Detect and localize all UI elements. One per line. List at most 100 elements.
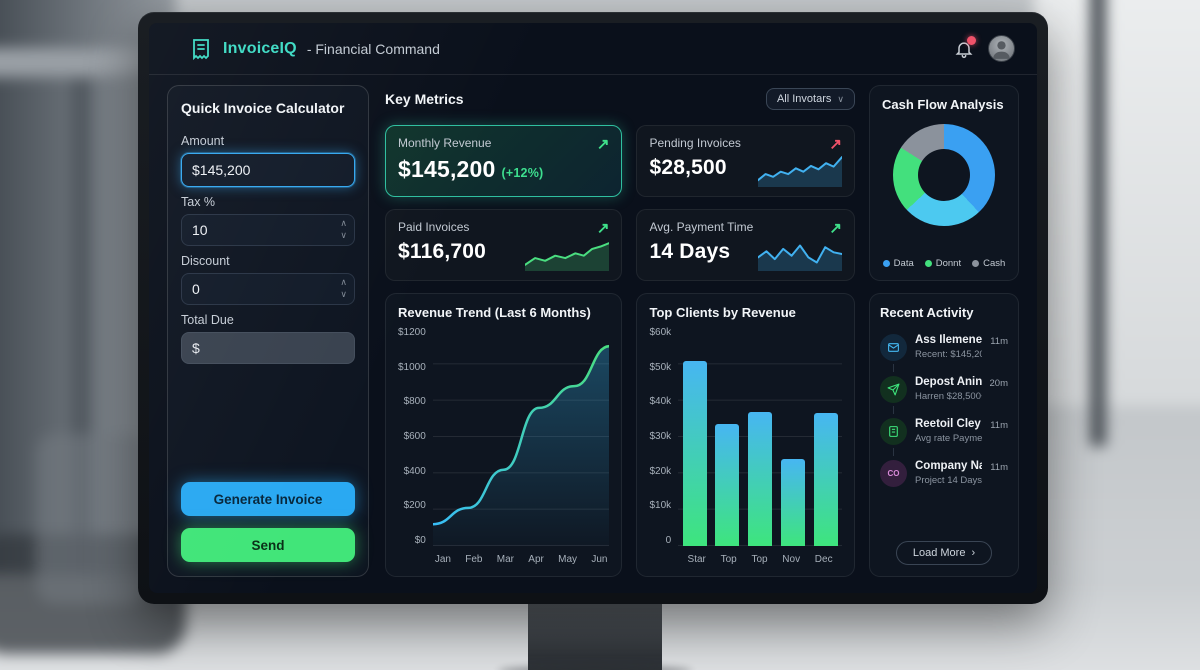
sparkline-chart	[757, 153, 842, 187]
generate-invoice-button[interactable]: Generate Invoice	[181, 482, 355, 516]
top-clients-chart: $60k $50k $40k $30k $20k $10k 0 Star Top Top Nov D…	[649, 328, 842, 565]
activity-row[interactable]: Ass Ilemene Recent: $145,200 11m	[879, 328, 1008, 372]
metric-delta: (+12%)	[501, 166, 544, 180]
quick-invoice-calculator-panel: Quick Invoice Calculator Amount Tax % ∧ …	[167, 85, 369, 577]
activity-text: Ass Ilemene Recent: $145,200	[915, 334, 982, 361]
axis-tick-label: Top	[720, 554, 737, 565]
stepper-down-icon[interactable]: ∨	[340, 229, 347, 240]
metric-value: $145,200 (+12%)	[398, 156, 544, 182]
activity-title: Ass Ilemene	[914, 334, 983, 346]
discount-stepper-arrows[interactable]: ∧ ∨	[340, 276, 347, 300]
axis-tick-label: Apr	[528, 554, 544, 565]
tax-input[interactable]	[181, 214, 355, 246]
app-subtitle: - Financial Command	[306, 40, 440, 57]
invoice-filter-dropdown[interactable]: All Invotars ∨	[765, 88, 855, 110]
background-window-frame	[1090, 0, 1106, 446]
send-button[interactable]: Send	[181, 528, 355, 562]
cash-flow-analysis-panel: Cash Flow Analysis Data Donnt Cash	[868, 85, 1019, 281]
filter-label: All Invotars	[776, 93, 832, 105]
top-clients-title: Top Clients by Revenue	[649, 305, 796, 320]
monthly-revenue-card[interactable]: Monthly Revenue $145,200 (+12%) ↗	[385, 125, 623, 197]
x-axis: Star Top Top Nov Dec	[678, 549, 842, 565]
sparkline-chart	[757, 237, 842, 271]
metric-label: Monthly Revenue	[398, 136, 492, 150]
axis-tick-label: $1200	[398, 327, 426, 338]
stepper-up-icon[interactable]: ∧	[340, 276, 347, 287]
bar	[715, 424, 740, 546]
load-more-button[interactable]: Load More ›	[895, 541, 993, 565]
invoice-receipt-logo-icon	[189, 37, 213, 61]
axis-tick-label: $600	[403, 430, 426, 442]
axis-tick-label: $40k	[649, 396, 672, 408]
top-clients-panel: Top Clients by Revenue $60k $50k $40k $30k $…	[636, 293, 855, 577]
axis-tick-label: Jun	[591, 554, 608, 565]
activity-row[interactable]: CO Company Name Project 14 Days 11m	[879, 454, 1008, 496]
axis-tick-label: 0	[665, 534, 672, 546]
legend-dot-icon	[924, 260, 932, 267]
legend-item: Donnt	[924, 258, 961, 269]
top-clients-bars	[678, 328, 842, 546]
key-metrics-title: Key Metrics	[385, 91, 464, 107]
recent-activity-panel: Recent Activity Ass Ilemene Recent: $145…	[868, 293, 1019, 577]
stepper-down-icon[interactable]: ∨	[340, 288, 347, 299]
app-name: InvoiceIQ	[223, 39, 297, 57]
background-window-right	[1034, 0, 1200, 406]
axis-tick-label: Top	[751, 554, 768, 565]
key-metrics-header: Key Metrics All Invotars ∨	[385, 85, 855, 113]
calculator-buttons: Generate Invoice Send	[181, 468, 355, 562]
axis-tick-label: Nov	[782, 554, 801, 565]
calculator-title: Quick Invoice Calculator	[181, 100, 345, 116]
axis-tick-label: Dec	[814, 554, 833, 565]
envelope-icon	[879, 334, 907, 361]
pending-invoices-card[interactable]: Pending Invoices $28,500 ↗	[636, 125, 855, 197]
activity-title: Reetoil Cley	[914, 418, 981, 430]
bar	[813, 413, 838, 546]
activity-row[interactable]: Reetoil Cley Avg rate Paymen... 11m	[879, 412, 1008, 456]
avg-payment-time-card[interactable]: Avg. Payment Time 14 Days ↗	[636, 209, 855, 281]
total-due-input[interactable]	[181, 332, 355, 364]
axis-tick-label: May	[558, 554, 578, 565]
activity-timestamp: 20m	[989, 378, 1008, 389]
bar	[682, 360, 707, 546]
activity-text: Reetoil Cley Avg rate Paymen...	[915, 418, 982, 445]
metric-label: Pending Invoices	[649, 136, 741, 150]
metric-value: $116,700	[398, 240, 487, 263]
amount-label: Amount	[181, 134, 225, 148]
discount-input[interactable]	[181, 273, 355, 305]
y-axis: $1200 $1000 $800 $600 $400 $200 $0	[398, 328, 426, 546]
tax-stepper: ∧ ∨	[181, 214, 355, 246]
cash-flow-title: Cash Flow Analysis	[881, 97, 1004, 112]
legend-label: Data	[893, 258, 914, 269]
activity-row[interactable]: Depost Aninno Harren $28,500+... 20m	[879, 370, 1008, 414]
x-axis: Jan Feb Mar Apr May Jun	[433, 549, 610, 565]
notifications-bell-icon[interactable]	[954, 35, 976, 59]
chevron-down-icon: ∨	[837, 93, 844, 104]
sparkline-chart	[525, 237, 610, 271]
total-due-label: Total Due	[181, 313, 234, 327]
axis-tick-label: Star	[687, 554, 706, 565]
discount-stepper: ∧ ∨	[181, 273, 355, 305]
activity-title: Company Name	[914, 460, 983, 472]
cash-flow-donut-chart	[892, 124, 995, 226]
stepper-up-icon[interactable]: ∧	[340, 217, 347, 228]
activity-subtitle: Recent: $145,200	[914, 349, 983, 360]
axis-tick-label: $30k	[649, 430, 672, 442]
metric-value: 14 Days	[649, 240, 731, 263]
notification-badge	[967, 35, 976, 45]
trend-up-arrow-icon: ↗	[829, 220, 842, 237]
metric-value: $28,500	[649, 156, 727, 179]
dashboard-screen: InvoiceIQ - Financial Command Quick Invo…	[149, 23, 1037, 593]
app-body: Quick Invoice Calculator Amount Tax % ∧ …	[149, 75, 1037, 593]
activity-timestamp: 11m	[990, 336, 1008, 347]
axis-tick-label: $50k	[649, 361, 672, 373]
discount-label: Discount	[181, 254, 230, 268]
user-avatar[interactable]	[988, 35, 1015, 62]
y-axis: $60k $50k $40k $30k $20k $10k 0	[649, 328, 671, 546]
amount-input[interactable]	[181, 153, 355, 187]
legend-dot-icon	[882, 260, 890, 267]
paid-invoices-card[interactable]: Paid Invoices $116,700 ↗	[385, 209, 623, 281]
trend-up-arrow-icon: ↗	[829, 136, 842, 153]
axis-tick-label: Jan	[434, 554, 451, 565]
tax-label: Tax %	[181, 195, 216, 209]
tax-stepper-arrows[interactable]: ∧ ∨	[340, 217, 347, 241]
